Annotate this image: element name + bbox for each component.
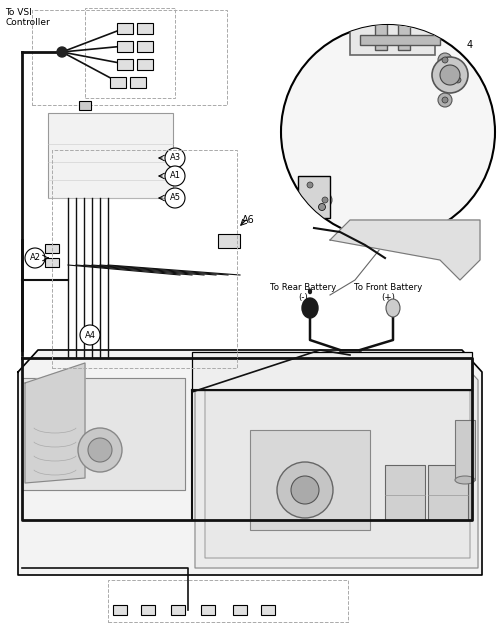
Bar	[171, 605, 185, 615]
Bar	[137, 23, 153, 34]
Text: To Front Battery
(+): To Front Battery (+)	[354, 283, 422, 303]
Bar	[141, 605, 155, 615]
Circle shape	[78, 428, 122, 472]
Text: To Rear Battery
(-): To Rear Battery (-)	[270, 283, 336, 303]
Polygon shape	[22, 378, 185, 490]
Bar	[79, 101, 91, 110]
Circle shape	[442, 97, 448, 103]
Bar	[108, 580, 348, 622]
Text: A4: A4	[84, 330, 96, 339]
Circle shape	[57, 47, 67, 57]
Circle shape	[307, 182, 313, 188]
Circle shape	[440, 65, 460, 85]
Circle shape	[165, 188, 185, 208]
Polygon shape	[25, 363, 85, 483]
Bar	[48, 113, 173, 198]
Bar	[117, 41, 133, 51]
Text: A3: A3	[170, 153, 180, 163]
Bar	[45, 244, 59, 253]
Text: To VSI
Controller: To VSI Controller	[5, 8, 50, 27]
Circle shape	[318, 193, 332, 207]
Circle shape	[318, 203, 326, 211]
Bar	[385, 465, 425, 520]
Bar	[201, 605, 215, 615]
Text: A2: A2	[30, 253, 40, 263]
Bar	[137, 58, 153, 70]
Circle shape	[438, 53, 452, 67]
Bar	[261, 605, 275, 615]
Bar	[110, 77, 126, 87]
Circle shape	[442, 57, 448, 63]
Bar	[250, 430, 370, 530]
Polygon shape	[195, 358, 478, 568]
Bar	[113, 605, 127, 615]
Circle shape	[451, 73, 465, 87]
Text: 4: 4	[467, 40, 473, 50]
Ellipse shape	[455, 476, 475, 484]
Bar	[117, 58, 133, 70]
Text: A6: A6	[242, 215, 254, 225]
Circle shape	[303, 178, 317, 192]
Bar	[137, 41, 153, 51]
Bar	[52, 150, 237, 368]
Bar	[32, 10, 227, 105]
Polygon shape	[18, 350, 482, 575]
Text: A1: A1	[170, 172, 180, 180]
Circle shape	[277, 462, 333, 518]
Bar	[350, 0, 435, 55]
Bar	[233, 605, 247, 615]
Ellipse shape	[302, 298, 318, 318]
Circle shape	[281, 25, 495, 239]
Bar	[398, 0, 410, 50]
Ellipse shape	[386, 299, 400, 317]
Circle shape	[80, 325, 100, 345]
Bar	[45, 258, 59, 266]
Bar	[218, 234, 240, 248]
Circle shape	[88, 438, 112, 462]
Bar	[130, 77, 146, 87]
Bar	[192, 352, 472, 390]
Circle shape	[165, 166, 185, 186]
Circle shape	[291, 476, 319, 504]
Circle shape	[438, 93, 452, 107]
Polygon shape	[205, 368, 470, 558]
Circle shape	[25, 248, 45, 268]
Bar	[85, 8, 175, 98]
Circle shape	[455, 77, 461, 83]
Bar	[375, 0, 387, 50]
Circle shape	[165, 148, 185, 168]
Bar	[360, 35, 440, 45]
Polygon shape	[330, 220, 480, 280]
Bar	[298, 176, 330, 218]
Text: A5: A5	[170, 194, 180, 203]
Bar	[117, 23, 133, 34]
Bar	[428, 465, 468, 520]
Bar	[455, 420, 475, 480]
Circle shape	[322, 197, 328, 203]
Circle shape	[432, 57, 468, 93]
